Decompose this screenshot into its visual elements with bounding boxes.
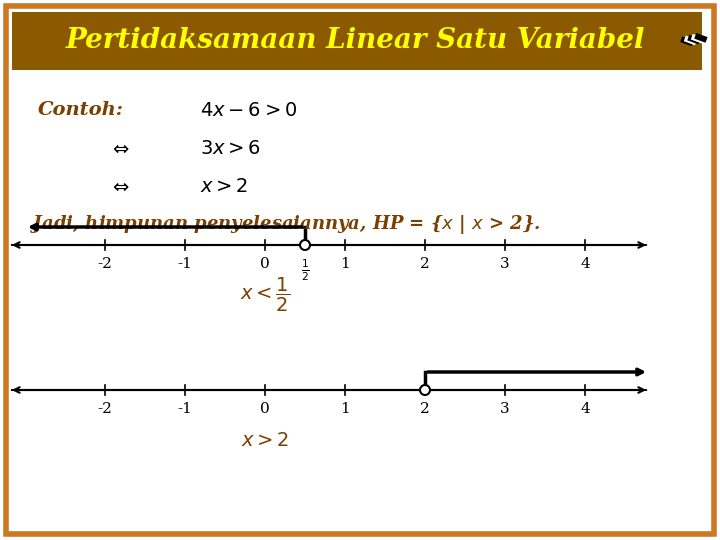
Bar: [680, 36, 693, 46]
Text: $4x-6>0$: $4x-6>0$: [200, 100, 297, 119]
Text: 0: 0: [260, 257, 270, 271]
Text: $x < \dfrac{1}{2}$: $x < \dfrac{1}{2}$: [240, 276, 290, 314]
Text: -2: -2: [98, 257, 112, 271]
Text: 1: 1: [340, 257, 350, 271]
Text: Pertidaksamaan Linear Satu Variabel: Pertidaksamaan Linear Satu Variabel: [66, 28, 644, 55]
Text: $x>2$: $x>2$: [200, 177, 248, 195]
Text: -2: -2: [98, 402, 112, 416]
Text: 3: 3: [500, 402, 510, 416]
Text: 3: 3: [500, 257, 510, 271]
Text: 1: 1: [340, 402, 350, 416]
Text: 2: 2: [420, 402, 430, 416]
Bar: [694, 33, 708, 43]
Bar: [687, 35, 701, 44]
Circle shape: [300, 240, 310, 250]
Text: $\Leftrightarrow$: $\Leftrightarrow$: [109, 138, 130, 158]
Bar: [690, 34, 704, 44]
Bar: [12, 12, 702, 70]
Text: $3x>6$: $3x>6$: [200, 138, 261, 158]
Text: $\Leftrightarrow$: $\Leftrightarrow$: [109, 177, 130, 195]
Circle shape: [420, 385, 430, 395]
Text: -1: -1: [178, 402, 192, 416]
Text: 2: 2: [420, 257, 430, 271]
Text: $\frac{1}{2}$: $\frac{1}{2}$: [301, 257, 310, 282]
Text: 4: 4: [580, 402, 590, 416]
Text: Contoh:: Contoh:: [38, 101, 124, 119]
Text: 0: 0: [260, 402, 270, 416]
Text: $x > 2$: $x > 2$: [240, 430, 289, 449]
Text: Jadi, himpunan penyelesaiannya, HP = {$\it{x}$ | $\it{x}$ > 2}.: Jadi, himpunan penyelesaiannya, HP = {$\…: [30, 213, 541, 237]
Text: -1: -1: [178, 257, 192, 271]
Text: 4: 4: [580, 257, 590, 271]
Bar: [684, 36, 697, 45]
